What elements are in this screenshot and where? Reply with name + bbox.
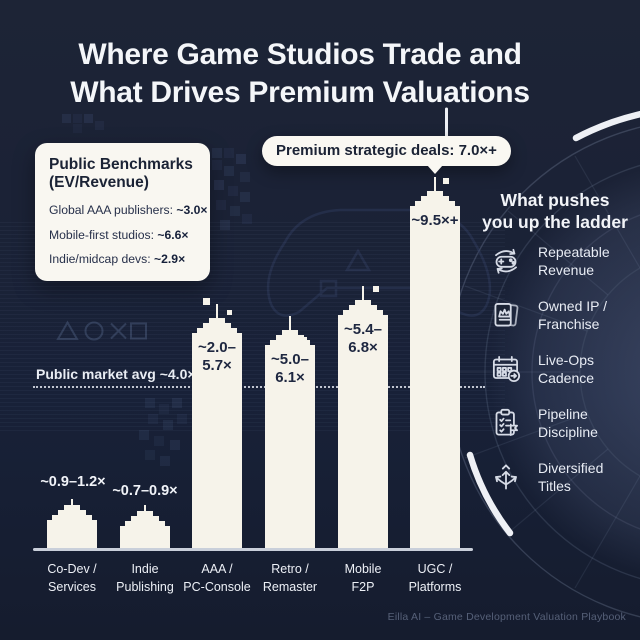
bar-value-label: ~0.7–0.9× [112, 483, 178, 499]
floating-pixel [373, 286, 379, 292]
floating-pixel [302, 337, 307, 342]
benchmark-item: Global AAA publishers: ~3.0× [49, 202, 208, 217]
floating-pixel [443, 178, 449, 184]
bar-pixel-crown [197, 304, 237, 333]
bar-value-label: ~9.5×+ [411, 212, 459, 229]
playstation-symbols-icon [56, 320, 147, 341]
floating-pixel [203, 298, 210, 305]
ladder-item-label: Repeatable Revenue [538, 243, 610, 278]
calendar-arrow-icon [492, 355, 521, 383]
bar-codev-services [47, 499, 97, 549]
ladder-item-repeatable-revenue: Repeatable Revenue [487, 234, 640, 288]
bar-pixel-crown [52, 499, 92, 520]
clipboard-checklist-icon [495, 408, 518, 437]
bar-value-label: ~0.9–1.2× [40, 474, 106, 490]
bar-aaa-pc-console: ~2.0– 5.7× [192, 298, 242, 549]
ladder-item-label: Owned IP / Franchise [538, 297, 608, 332]
category-label: Indie Publishing [116, 562, 174, 594]
bar-pixel-crown [125, 505, 165, 526]
ladder-item-diversified: Diversified Titles [487, 450, 640, 504]
bar-retro-remaster: ~5.0– 6.1× [265, 316, 315, 549]
benchmarks-heading: Public Benchmarks (EV/Revenue) [49, 156, 193, 191]
title-line-1: Where Game Studios Trade and [78, 38, 522, 71]
benchmark-item: Indie/midcap devs: ~2.9× [49, 252, 186, 267]
floating-pixel [227, 310, 232, 315]
footer-credit: Eilla AI – Game Development Valuation Pl… [387, 611, 626, 623]
ladder-list: Repeatable Revenue Owned IP / Franchise [487, 234, 640, 504]
category-label: Retro / Remaster [262, 562, 318, 594]
premium-deals-callout: Premium strategic deals: 7.0×+ [262, 136, 511, 166]
card-crown-icon [494, 303, 519, 327]
category-label: Co-Dev / Services [47, 562, 97, 594]
benchmark-item: Mobile-first studios: ~6.6× [49, 227, 189, 242]
bar-value-label: ~5.4– 6.8× [344, 321, 382, 357]
page-title: Where Game Studios Trade and What Drives… [20, 36, 580, 112]
radar-spokes [450, 155, 640, 589]
ladder-item-pipeline: Pipeline Discipline [487, 396, 640, 450]
ladder-item-label: Pipeline Discipline [538, 405, 598, 440]
callout-pointer [427, 165, 443, 174]
market-avg-dotted-line [33, 386, 485, 388]
public-benchmarks-card: Public Benchmarks (EV/Revenue) Global AA… [35, 143, 210, 281]
gamepad-refresh-icon [495, 248, 517, 274]
ladder-item-label: Live-Ops Cadence [538, 351, 595, 386]
title-line-2: What Drives Premium Valuations [70, 76, 530, 109]
branching-arrows-icon [495, 464, 517, 490]
category-label: AAA / PC-Console [183, 562, 251, 594]
bar-mobile-f2p: ~5.4– 6.8× [338, 286, 388, 549]
bar-value-label: ~2.0– 5.7× [198, 339, 236, 375]
market-avg-label: Public market avg ~4.0× [36, 366, 196, 382]
ladder-item-owned-ip: Owned IP / Franchise [487, 288, 640, 342]
bar-value-label: ~5.0– 6.1× [271, 351, 309, 387]
bar-pixel-crown [270, 316, 310, 345]
x-axis-baseline [33, 548, 473, 551]
bright-arcs [466, 110, 640, 537]
pixel-cluster-decoration [62, 114, 252, 466]
category-label: Mobile F2P [344, 562, 382, 594]
ladder-item-live-ops: Live-Ops Cadence [487, 342, 640, 396]
category-label: UGC / Platforms [408, 562, 462, 594]
ladder-heading: What pushes you up the ladder [482, 190, 628, 233]
bar-indie-publishing [120, 505, 170, 549]
bar-pixel-crown [415, 177, 455, 206]
ladder-item-label: Diversified Titles [538, 459, 604, 494]
bar-ugc-platforms: ~9.5×+ [410, 177, 460, 549]
bar-pixel-crown [343, 286, 383, 315]
